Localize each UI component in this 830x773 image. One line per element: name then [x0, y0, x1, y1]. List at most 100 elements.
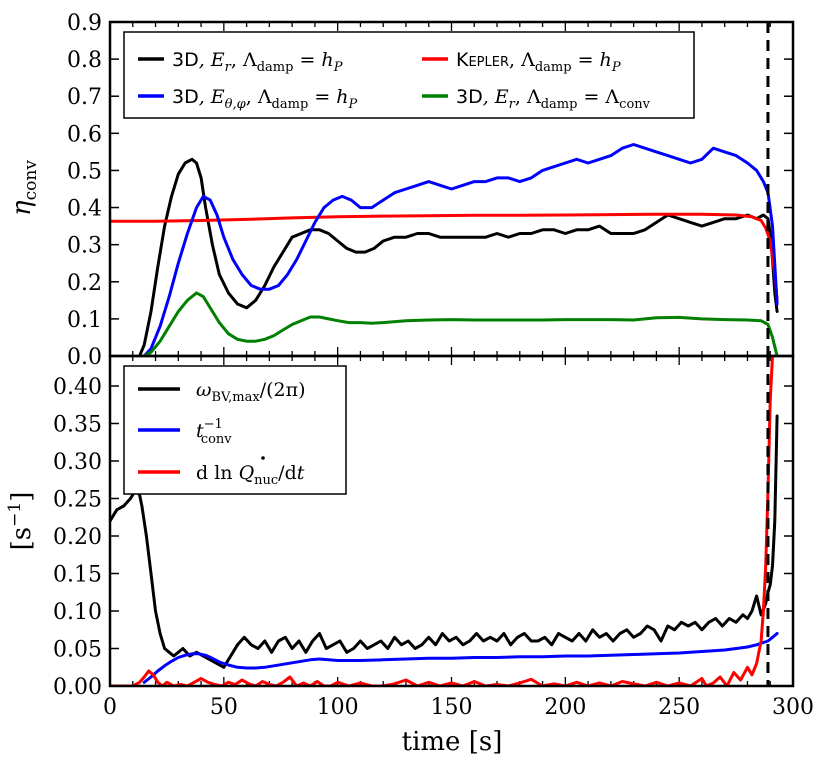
legend-part: = Λ: [577, 86, 619, 108]
series-line: [142, 143, 779, 356]
x-tick-label: 0: [103, 695, 117, 720]
legend-part: , E: [483, 86, 509, 108]
legend-part: Kepler: [456, 49, 509, 71]
y-tick-label: 0.8: [67, 48, 102, 73]
legend-part: P: [333, 60, 343, 75]
legend-entry-3d-er-hp: 3D, Er, Λdamp = hP: [138, 49, 343, 75]
y-tick-label: 0.30: [53, 450, 102, 475]
x-tick-label: 100: [317, 695, 359, 720]
y-tick-label: 0.6: [67, 122, 102, 147]
y-tick-label: 0.4: [67, 197, 102, 222]
y-tick-label: 0.9: [67, 11, 102, 36]
legend-part: /d: [278, 462, 297, 484]
bottom-legend: ωBV,max/(2π) t−1 conv d ln Qnuc/dt: [123, 365, 347, 495]
series-line: [110, 356, 774, 686]
y-tick-label: 0.7: [67, 85, 102, 110]
legend-part: d ln: [196, 462, 239, 484]
legend-part: = h: [293, 49, 333, 71]
top-legend: 3D, Er, Λdamp = hP Kepler, Λdamp = hP 3D…: [123, 31, 695, 119]
bottom-y-axis-label-main: [s: [7, 527, 37, 551]
legend-part: nuc: [254, 473, 278, 488]
legend-part: , E: [199, 86, 225, 108]
y-tick-label: 0.40: [53, 375, 102, 400]
legend-part: P: [348, 97, 358, 112]
top-y-axis-label-main: η: [7, 200, 37, 216]
y-tick-label: 0.15: [53, 563, 102, 588]
legend-part: , Λ: [509, 49, 535, 71]
x-tick-label: 300: [772, 695, 814, 720]
top-y-axis-label: ηconv: [7, 160, 41, 216]
legend-part: r: [225, 60, 232, 75]
legend-part: θ,φ: [225, 97, 247, 112]
legend-part: = h: [308, 86, 348, 108]
y-tick-label: 0.5: [67, 159, 102, 184]
x-tick-label: 50: [210, 695, 238, 720]
y-tick-label: 0.0: [67, 345, 102, 370]
legend-label-omega-bv: ωBV,max/(2π): [196, 379, 306, 405]
legend-part: −1: [204, 417, 223, 432]
top-panel: 0.0 0.1 0.2 0.3 0.4 0.5 0.6 0.7 0.8 0.9 ηconv 3D,…: [7, 11, 795, 370]
legend-part: , E: [199, 49, 225, 71]
y-tick-label: 0.25: [53, 488, 102, 513]
y-tick-label: 0.10: [53, 600, 102, 625]
top-y-ticks: 0.0 0.1 0.2 0.3 0.4 0.5 0.6 0.7 0.8 0.9: [67, 11, 793, 370]
legend-part: 3D: [172, 86, 199, 108]
legend-label-tconv: t−1 conv: [196, 417, 232, 447]
legend-part: /(2π): [260, 379, 306, 401]
bottom-plot-frame: [108, 354, 795, 688]
legend-part: 3D: [172, 49, 199, 71]
series-line: [142, 632, 779, 684]
legend-part: , Λ: [515, 86, 541, 108]
legend-part: t: [196, 420, 204, 442]
legend-entry-kepler-hp: Kepler, Λdamp = hP: [422, 49, 621, 75]
legend-entry-dlnq: d ln Qnuc/dt: [138, 456, 305, 488]
x-tick-label: 200: [544, 695, 586, 720]
top-series-group: [110, 143, 779, 356]
x-tick-label: 150: [431, 695, 473, 720]
x-tick-label: 250: [658, 695, 700, 720]
series-line: [110, 212, 779, 302]
legend-part: ω: [196, 379, 212, 401]
bottom-y-ticks: 0.00 0.05 0.10 0.15 0.20 0.25 0.30 0.35 0.40: [53, 356, 793, 700]
bottom-x-ticks: 0 50 100 150 200 250 300: [103, 695, 814, 720]
bottom-y-axis-label-close: ]: [7, 492, 37, 502]
legend-part: damp: [541, 97, 578, 112]
legend-part: Q: [239, 462, 255, 484]
legend-part: damp: [257, 60, 294, 75]
legend-part: 3D: [456, 86, 483, 108]
y-tick-label: 0.00: [53, 675, 102, 700]
legend-entry-3d-er-conv: 3D, Er, Λdamp = Λconv: [422, 86, 651, 112]
legend-entry-tconv: t−1 conv: [138, 417, 232, 447]
legend-part: , Λ: [246, 86, 272, 108]
legend-entry-omega-bv: ωBV,max/(2π): [138, 379, 306, 405]
series-line: [138, 157, 779, 356]
legend-part: BV,max: [212, 390, 261, 405]
legend-part: = h: [572, 49, 612, 71]
top-y-axis-label-sub: conv: [21, 160, 41, 201]
x-axis-label: time [s]: [402, 727, 503, 757]
bottom-series-group: [110, 356, 779, 686]
legend-part: P: [611, 60, 621, 75]
y-tick-label: 0.20: [53, 525, 102, 550]
y-tick-label: 0.35: [53, 413, 102, 438]
y-tick-label: 0.05: [53, 638, 102, 663]
legend-part: r: [509, 97, 516, 112]
legend-label-3d-er-hp: 3D, Er, Λdamp = hP: [172, 49, 343, 75]
legend-label-3d-etp-hp: 3D, Eθ,φ, Λdamp = hP: [172, 86, 358, 112]
series-line: [142, 291, 779, 356]
legend-entry-3d-etp-hp: 3D, Eθ,φ, Λdamp = hP: [138, 86, 358, 112]
y-tick-label: 0.3: [67, 234, 102, 259]
bottom-y-axis-label-sup: −1: [5, 502, 25, 527]
legend-part: conv: [201, 432, 232, 447]
y-tick-label: 0.2: [67, 271, 102, 296]
y-tick-label: 0.1: [67, 308, 102, 333]
top-legend-box: [123, 31, 695, 119]
legend-label-3d-er-conv: 3D, Er, Λdamp = Λconv: [456, 86, 651, 112]
legend-part: damp: [272, 97, 309, 112]
bottom-y-axis-label: [s−1]: [5, 492, 37, 551]
legend-label-kepler-hp: Kepler, Λdamp = hP: [456, 49, 621, 75]
legend-part: damp: [535, 60, 572, 75]
legend-part: , Λ: [231, 49, 257, 71]
q-dot-accent: [261, 456, 265, 460]
